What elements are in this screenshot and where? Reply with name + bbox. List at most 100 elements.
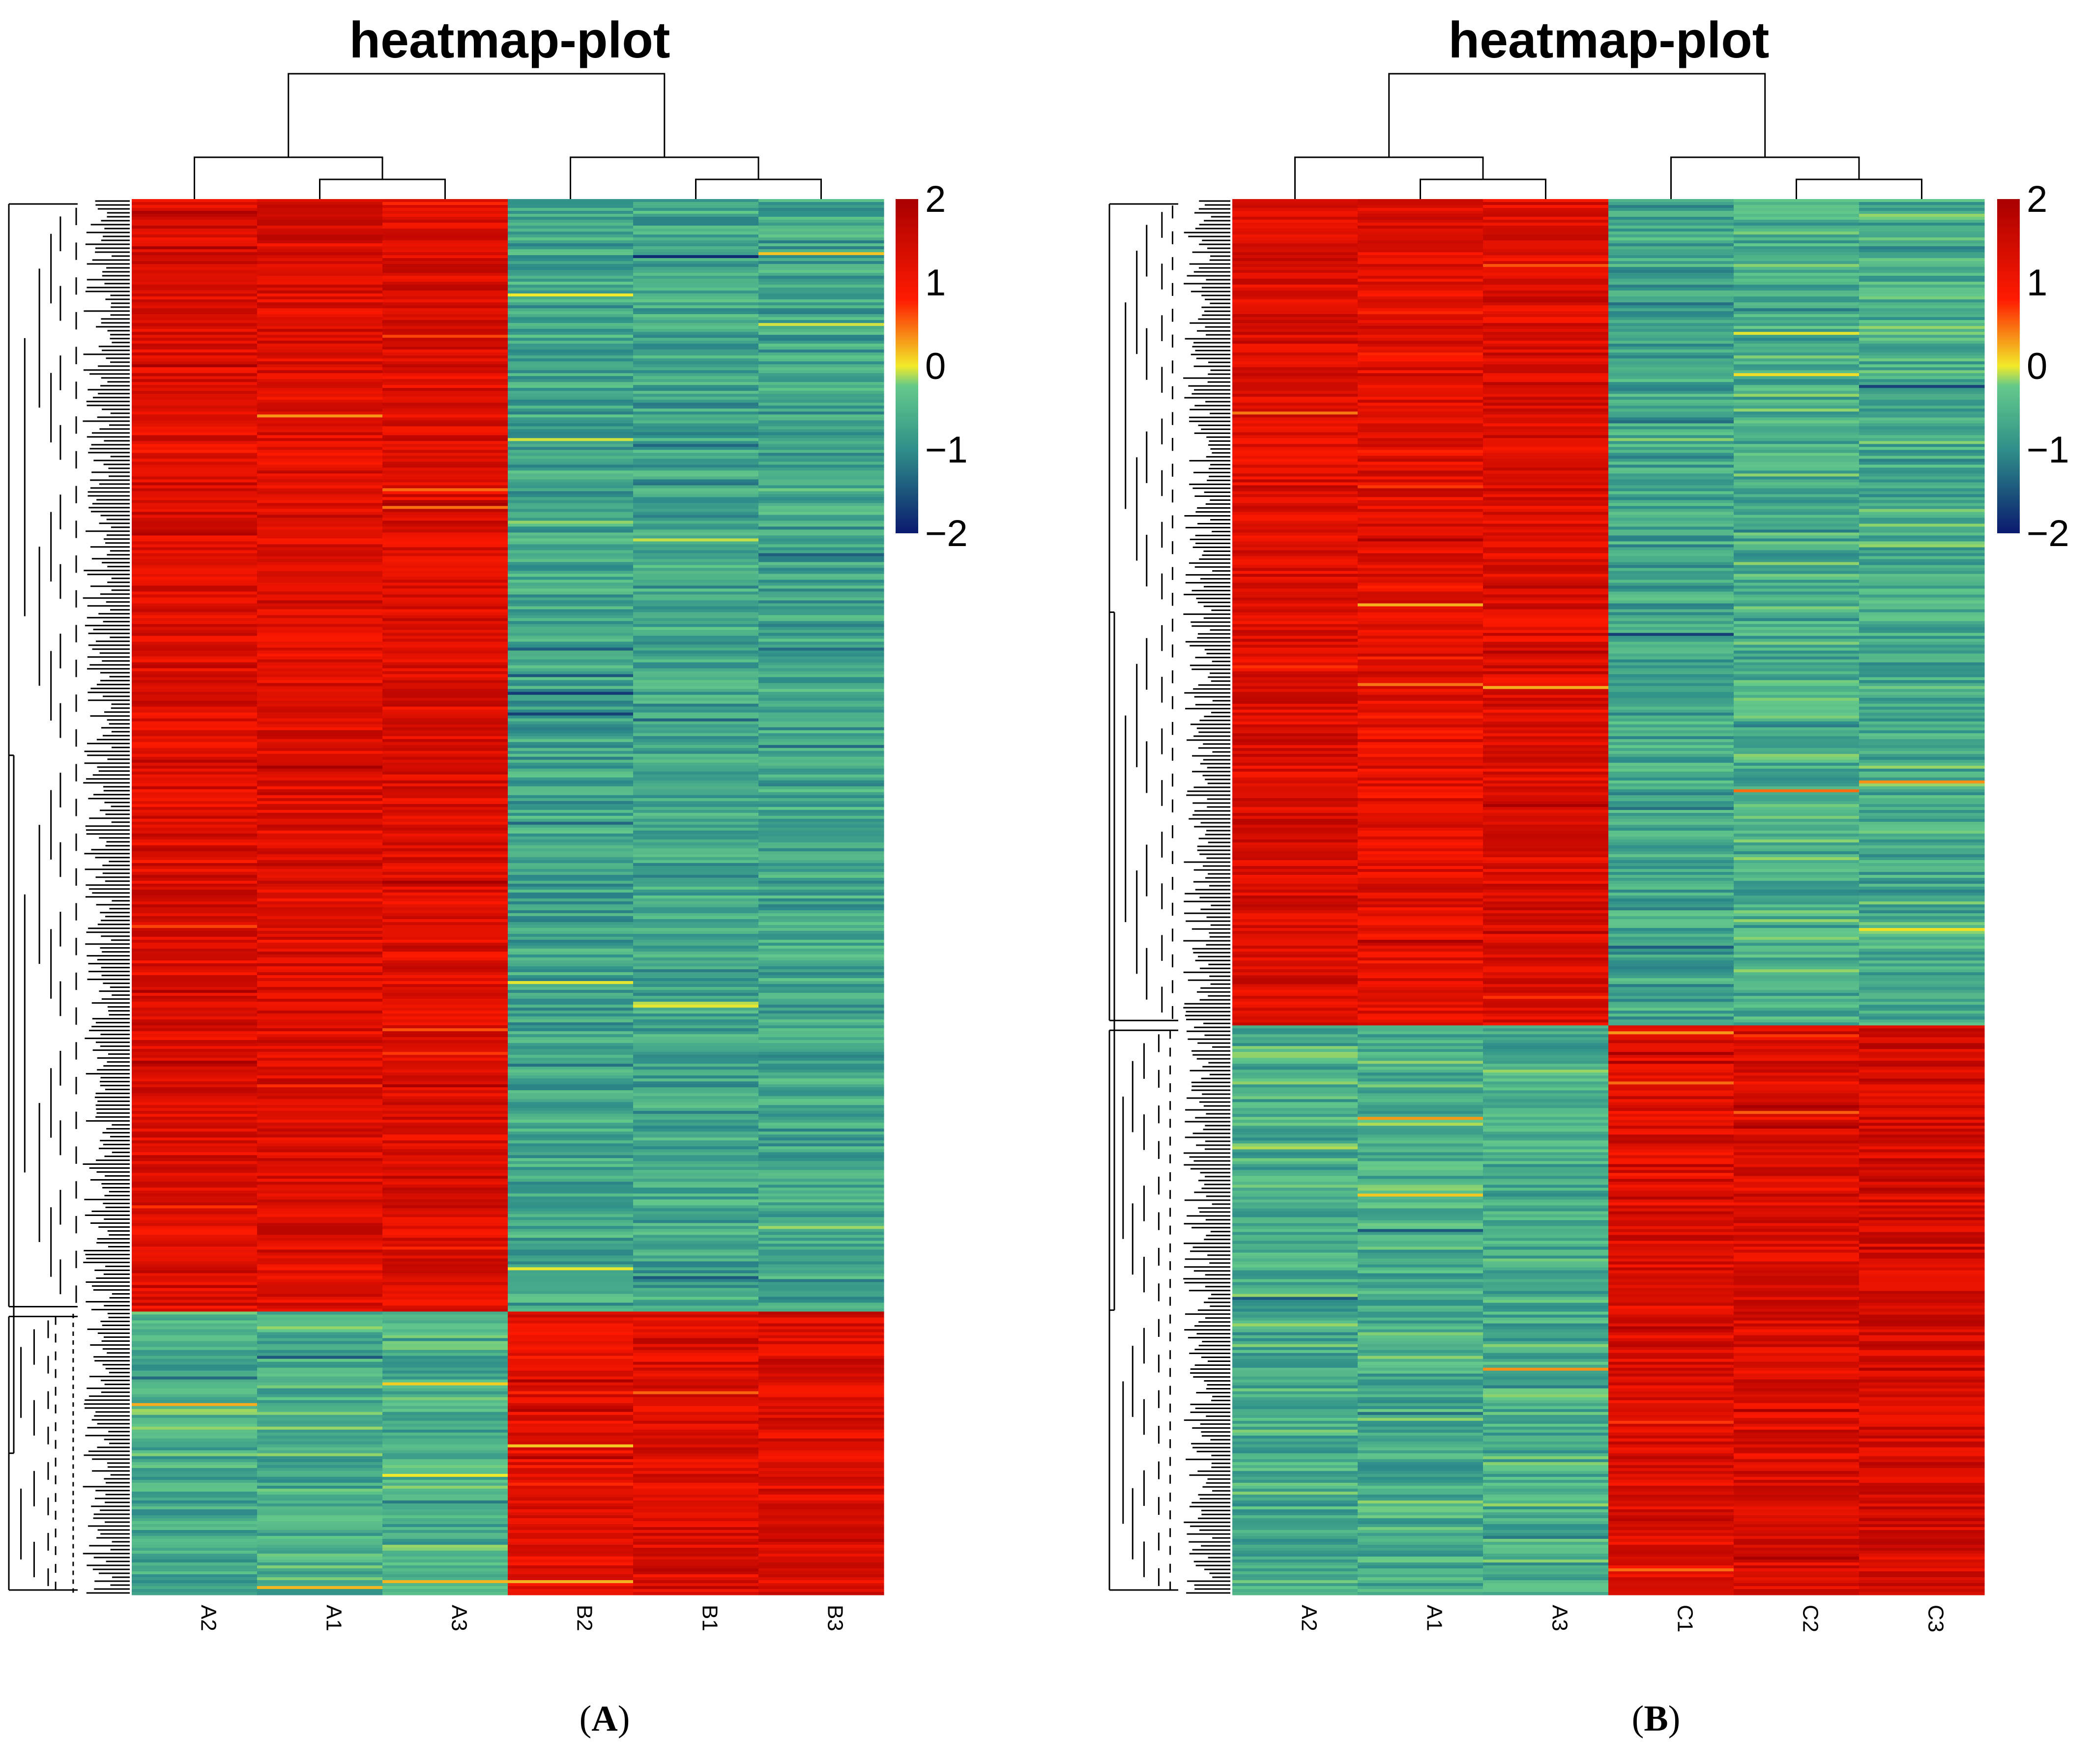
heatmap-cell [758,689,884,693]
heatmap-cell [633,644,759,648]
heatmap-cell [633,633,759,636]
heatmap-cell [1608,866,1734,869]
heatmap-cell [257,1571,383,1575]
heatmap-cell [1232,727,1358,731]
heatmap-cell [1483,789,1609,793]
heatmap-cell [1232,491,1358,495]
heatmap-cell [758,638,884,642]
heatmap-cell [1859,544,1985,548]
heatmap-cell [1734,845,1860,849]
heatmap-cell [132,1002,258,1005]
heatmap-cell [1358,689,1483,693]
heatmap-cell [1734,999,1860,1002]
heatmap-cell [1608,836,1734,840]
heatmap-cell [508,1530,634,1533]
heatmap-cell [758,293,884,297]
heatmap-cell [382,889,508,893]
heatmap-cell [382,945,508,949]
heatmap-cell [132,349,258,353]
heatmap-cell [508,898,634,902]
heatmap-cell [508,1533,634,1536]
heatmap-cell [382,724,508,728]
heatmap-cell [382,279,508,282]
heatmap-cell [1608,258,1734,261]
heatmap-cell [508,491,634,494]
heatmap-cell [382,314,508,318]
heatmap-cell [508,709,634,713]
heatmap-cell [508,736,634,740]
heatmap-cell [1358,326,1483,329]
heatmap-cell [1358,373,1483,376]
heatmap-cell [1859,276,1985,279]
heatmap-cell [633,400,759,403]
heatmap-cell [1608,712,1734,716]
heatmap-cell [1483,981,1609,984]
heatmap-cell [257,1468,383,1472]
heatmap-cell [382,789,508,793]
heatmap-cell [132,700,258,704]
heatmap-cell [132,1232,258,1235]
heatmap-cell [758,364,884,368]
heatmap-cell [257,1506,383,1510]
heatmap-cell [633,1450,759,1454]
heatmap-cell [508,1013,634,1017]
heatmap-cell [1608,594,1734,598]
heatmap-cell [508,394,634,397]
heatmap-cell [1232,815,1358,819]
heatmap-cell [382,703,508,707]
heatmap-cell [633,759,759,763]
heatmap-cell [382,901,508,905]
heatmap-cell [257,871,383,875]
heatmap-cell [257,753,383,757]
heatmap-cell [633,447,759,450]
heatmap-cell [1232,768,1358,772]
heatmap-cell [1608,459,1734,462]
heatmap-cell [1232,574,1358,578]
heatmap-cell [1734,267,1860,270]
heatmap-cell [508,795,634,799]
heatmap-cell [1859,863,1985,867]
heatmap-cell [633,1370,759,1374]
heatmap-cell [257,1282,383,1286]
heatmap-cell [633,1232,759,1235]
heatmap-cell [132,1441,258,1445]
heatmap-cell [758,730,884,734]
heatmap-cell [1483,969,1609,973]
heatmap-cell [132,907,258,911]
heatmap-cell [508,960,634,964]
heatmap-cell [508,1538,634,1542]
heatmap-cell [633,706,759,710]
heatmap-cell [508,518,634,521]
heatmap-cell [1859,258,1985,261]
heatmap-cell [1859,579,1985,583]
heatmap-cell [633,296,759,300]
heatmap-cell [257,1332,383,1336]
heatmap-cell [257,910,383,914]
heatmap-cell [1358,665,1483,669]
heatmap-cell [382,603,508,607]
heatmap-cell [382,863,508,867]
heatmap-cell [1859,842,1985,846]
heatmap-cell [132,706,258,710]
heatmap-cell [132,703,258,707]
heatmap-cell [257,1420,383,1424]
heatmap-cell [1608,408,1734,412]
heatmap-cell [1859,223,1985,226]
heatmap-cell [1232,252,1358,256]
heatmap-cell [132,957,258,961]
heatmap-cell [132,594,258,598]
heatmap-cell [508,630,634,634]
heatmap-cell [1483,518,1609,521]
heatmap-cell [1859,479,1985,483]
heatmap-cell [1232,745,1358,749]
heatmap-cell [1734,916,1860,920]
heatmap-cell [633,1137,759,1141]
heatmap-cell [508,833,634,837]
heatmap-cell [633,1476,759,1480]
heatmap-cell [633,526,759,530]
heatmap-cell [1859,379,1985,382]
heatmap-cell [382,936,508,940]
heatmap-cell [257,1170,383,1173]
heatmap-cell [1358,615,1483,619]
